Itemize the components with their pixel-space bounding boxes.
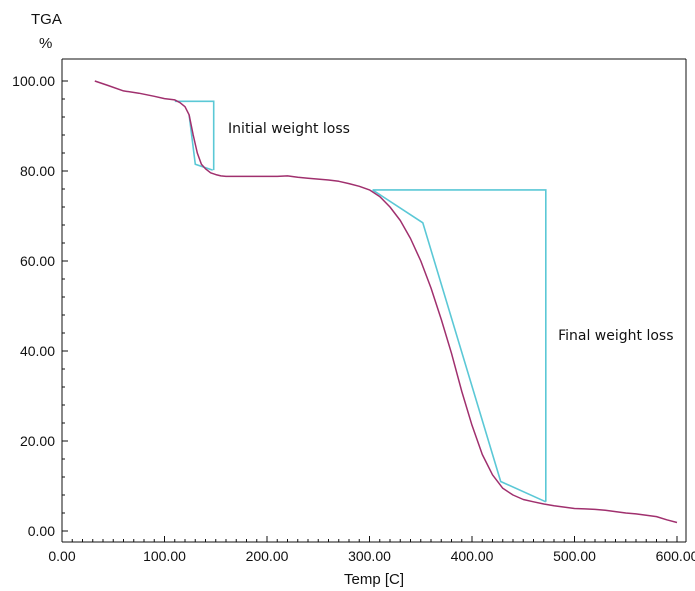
x-axis-title: Temp [C] <box>344 571 404 588</box>
x-tick-label: 600.00 <box>656 548 695 564</box>
final-weight-loss-label: Final weight loss <box>558 328 673 344</box>
y-tick-label: 60.00 <box>20 253 55 269</box>
y-tick-label: 100.00 <box>12 73 55 89</box>
axis-ticks: 0.00 20.00 40.00 60.00 80.00 100.00 0.00 100.00… <box>12 73 695 564</box>
y-tick-label: 0.00 <box>28 523 55 539</box>
x-tick-label: 0.00 <box>48 548 75 564</box>
y-tick-label: 80.00 <box>20 163 55 179</box>
x-tick-label: 300.00 <box>348 548 391 564</box>
x-tick-label: 400.00 <box>451 548 494 564</box>
y-tick-label: 40.00 <box>20 343 55 359</box>
x-tick-label: 200.00 <box>246 548 289 564</box>
initial-weight-loss-step-line <box>174 100 215 171</box>
y-axis-title: TGA <box>31 11 62 28</box>
initial-weight-loss-label: Initial weight loss <box>228 121 350 137</box>
x-tick-label: 500.00 <box>553 548 596 564</box>
final-weight-loss-step-line <box>372 189 547 502</box>
y-tick-label: 20.00 <box>20 433 55 449</box>
analysis-lines <box>174 100 547 503</box>
initial-weight-loss-tangent-line <box>188 114 213 171</box>
plot-frame <box>61 58 687 543</box>
tga-curve-group <box>94 80 678 524</box>
annotations: Initial weight loss Final weight loss <box>228 121 673 344</box>
y-axis-unit: % <box>39 35 52 52</box>
final-weight-loss-tangent-line <box>372 189 547 503</box>
tga-curve <box>94 80 678 524</box>
x-tick-label: 100.00 <box>143 548 186 564</box>
